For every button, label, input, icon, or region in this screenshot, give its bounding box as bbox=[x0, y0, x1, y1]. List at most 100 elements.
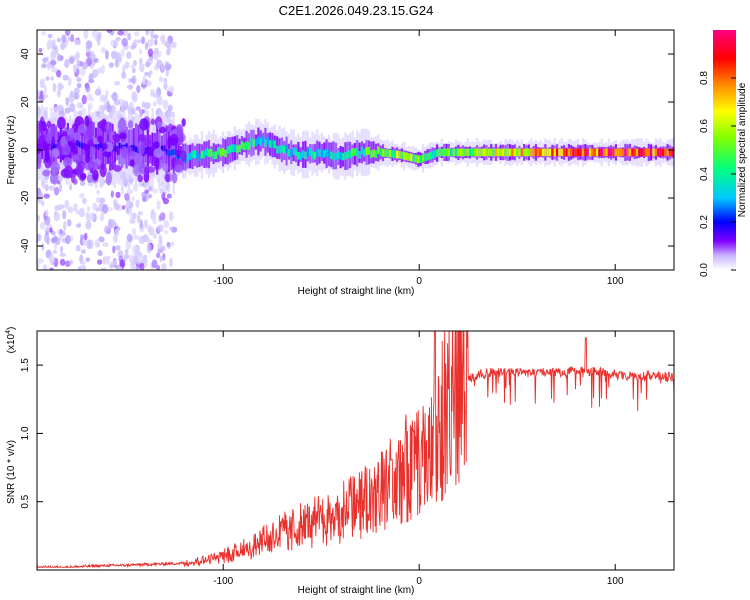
spectrogram-cell bbox=[99, 142, 102, 148]
spectrogram-cell bbox=[176, 129, 184, 137]
spectrogram-cell bbox=[55, 144, 58, 151]
spectrogram-cell bbox=[334, 152, 338, 161]
spectrogram-cell bbox=[88, 145, 96, 156]
snr-background bbox=[37, 331, 674, 570]
spectrogram-cell bbox=[156, 121, 163, 129]
spectrogram-cell bbox=[485, 148, 488, 157]
spectrogram-cell bbox=[91, 162, 99, 170]
spectrogram-cell bbox=[116, 146, 121, 156]
spectrogram-cell bbox=[127, 32, 132, 41]
spectrogram-cell bbox=[105, 227, 110, 234]
spectrogram-cell bbox=[94, 88, 102, 96]
spectrogram-cell bbox=[162, 252, 166, 261]
spectrogram-cell bbox=[151, 259, 158, 269]
spectrogram-cell bbox=[257, 136, 260, 145]
spectrogram-cell bbox=[106, 30, 112, 34]
spectrogram-cell bbox=[645, 148, 648, 157]
spectrogram-cell bbox=[54, 205, 61, 212]
spectrogram-cell bbox=[567, 148, 570, 157]
snr-ticks: -100 0 100 0.5 1.0 1.5 bbox=[20, 331, 674, 587]
spectrogram-cell bbox=[476, 148, 479, 157]
spectrogram-cell bbox=[157, 224, 164, 232]
spectrogram-cell bbox=[51, 231, 56, 236]
spectrogram-cell bbox=[56, 116, 66, 130]
spectrogram-cell bbox=[555, 148, 559, 157]
spectrogram-cell bbox=[117, 30, 124, 36]
spectrogram-cell bbox=[110, 260, 118, 266]
spectrogram-cell bbox=[145, 30, 150, 36]
spectrogram-cell bbox=[452, 148, 455, 157]
spectrogram-cell bbox=[62, 74, 69, 81]
spectrogram-cell bbox=[171, 41, 177, 49]
spectrogram-cell bbox=[122, 205, 126, 210]
spectrogram-cell bbox=[198, 153, 201, 162]
spectrogram-cell bbox=[113, 164, 122, 172]
spectrogram-cell bbox=[280, 144, 284, 153]
spectrogram-cell bbox=[41, 200, 45, 207]
spectrogram-cell bbox=[92, 202, 98, 211]
spectrogram-cell bbox=[468, 148, 472, 157]
spectrogram-cell bbox=[86, 124, 95, 139]
spectrogram-cell bbox=[119, 259, 126, 268]
spectrogram-cell bbox=[45, 76, 50, 81]
spectrogram-cell bbox=[90, 211, 95, 222]
spectrogram-cell bbox=[548, 148, 552, 157]
spectrogram-cell bbox=[163, 145, 166, 152]
spectrogram-cell bbox=[454, 148, 458, 157]
spectrogram-cell bbox=[346, 150, 349, 159]
spectrogram-cell bbox=[124, 248, 129, 255]
spectrogram-cell bbox=[501, 148, 505, 157]
spectrogram-cell bbox=[577, 148, 580, 157]
spectrogram-cell bbox=[99, 94, 104, 103]
spectrogram-cell bbox=[539, 148, 542, 157]
spectrogram-cell bbox=[85, 84, 91, 93]
spectrogram-cell bbox=[136, 258, 142, 265]
spectrogram-cell bbox=[139, 118, 149, 131]
spectrogram-cell bbox=[159, 255, 163, 263]
spectrogram-cell bbox=[389, 149, 392, 158]
snr-y-axis-label: SNR (10 * v/v) bbox=[6, 440, 17, 504]
spectrogram-cell bbox=[136, 39, 142, 44]
spectrogram-cell bbox=[168, 85, 175, 93]
spectrogram-cell bbox=[114, 228, 120, 237]
spectrogram-cell bbox=[42, 264, 48, 270]
spectrogram-cell bbox=[42, 169, 51, 177]
spectrogram-cell bbox=[92, 169, 99, 182]
spectrogram-cell bbox=[150, 118, 156, 126]
spectrogram-cell bbox=[66, 220, 72, 226]
spectrogram-cell bbox=[259, 138, 262, 147]
spectrogram-cell bbox=[133, 253, 138, 262]
spectrogram-cell bbox=[38, 120, 43, 133]
spectrogram-cell bbox=[530, 148, 533, 157]
spectrogram-cell bbox=[661, 148, 665, 157]
spectrogram-cell bbox=[37, 214, 41, 222]
spectrogram-cell bbox=[88, 72, 94, 83]
spectrogram-cell bbox=[193, 150, 196, 159]
spectrogram-cell bbox=[106, 207, 113, 212]
spectrogram-cell bbox=[68, 57, 75, 64]
snr-y-tick-label: 1.5 bbox=[20, 358, 31, 372]
spectrogram-cell bbox=[113, 80, 121, 86]
spectrogram-cell bbox=[381, 148, 385, 157]
spectrogram-cell bbox=[148, 72, 152, 78]
spectrogram-cell bbox=[80, 249, 86, 254]
spectrogram-cell bbox=[126, 233, 133, 243]
spectrogram-cell bbox=[276, 145, 279, 154]
spectrogram-cell bbox=[100, 267, 107, 270]
spectrogram-cell bbox=[37, 143, 42, 155]
spectrogram-cell bbox=[150, 208, 155, 215]
spectrogram-cell bbox=[666, 148, 669, 157]
spectrogram-cell bbox=[433, 150, 436, 158]
colorbar-tick-label: 0.8 bbox=[699, 71, 710, 85]
spectrogram-cell bbox=[367, 146, 371, 155]
spectrogram-cell bbox=[628, 148, 632, 157]
spectrogram-cell bbox=[301, 150, 305, 158]
spectrogram-cell bbox=[103, 150, 112, 158]
spectrogram-cell bbox=[147, 48, 154, 57]
spectrogram-cell bbox=[63, 165, 74, 179]
spectrogram-cell bbox=[86, 57, 93, 67]
spectrogram-cell bbox=[97, 36, 101, 47]
spectrogram-cell bbox=[135, 106, 141, 111]
spectrogram-cell bbox=[161, 262, 167, 270]
